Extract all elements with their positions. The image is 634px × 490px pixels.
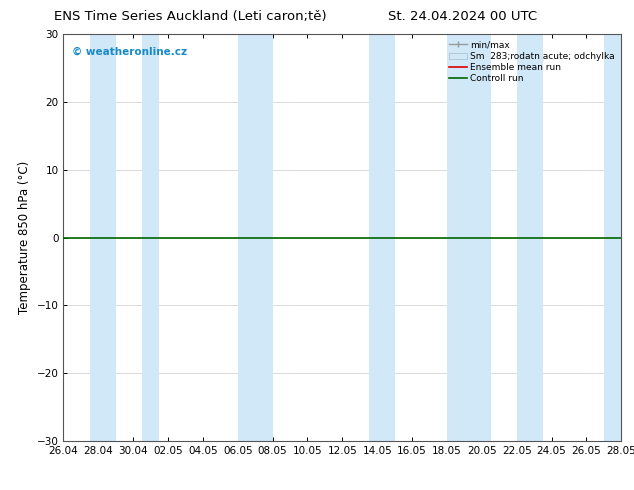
Text: © weatheronline.cz: © weatheronline.cz bbox=[72, 47, 187, 56]
Bar bbox=[238, 34, 273, 441]
Y-axis label: Temperature 850 hPa (°C): Temperature 850 hPa (°C) bbox=[18, 161, 31, 314]
Bar bbox=[604, 34, 630, 441]
Bar bbox=[447, 34, 491, 441]
Text: ENS Time Series Auckland (Leti caron;tě): ENS Time Series Auckland (Leti caron;tě) bbox=[54, 10, 327, 23]
Legend: min/max, Sm  283;rodatn acute; odchylka, Ensemble mean run, Controll run: min/max, Sm 283;rodatn acute; odchylka, … bbox=[447, 39, 617, 85]
Bar bbox=[142, 34, 159, 441]
Bar bbox=[368, 34, 394, 441]
Bar bbox=[89, 34, 116, 441]
Text: St. 24.04.2024 00 UTC: St. 24.04.2024 00 UTC bbox=[388, 10, 538, 23]
Bar bbox=[517, 34, 543, 441]
